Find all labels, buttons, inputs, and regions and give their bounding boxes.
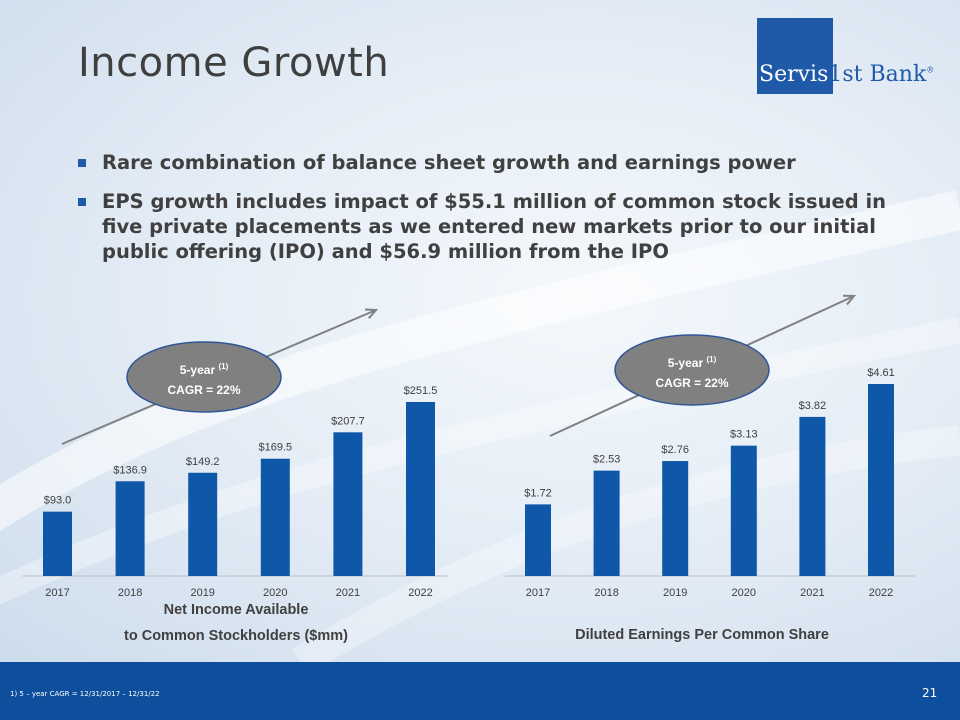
cagr-bubble — [126, 341, 282, 413]
x-tick-label: 2017 — [526, 587, 550, 599]
bar — [115, 481, 145, 576]
bullet-text: EPS growth includes impact of $55.1 mill… — [102, 190, 887, 263]
data-label: $3.13 — [730, 429, 758, 441]
logo-text: Servis1st Bank® — [759, 62, 935, 87]
cagr-label-line2: CAGR = 22% — [167, 383, 240, 397]
x-tick-label: 2019 — [190, 587, 214, 599]
data-label: $2.53 — [593, 454, 621, 466]
bullet-list: Rare combination of balance sheet growth… — [78, 150, 898, 278]
logo-box — [757, 18, 833, 94]
data-label: $169.5 — [258, 442, 292, 454]
bar — [333, 432, 363, 576]
bullet-item: EPS growth includes impact of $55.1 mill… — [78, 189, 898, 264]
bar — [868, 384, 894, 576]
bank-logo: Servis1st Bank® — [757, 18, 947, 94]
trend-arrow-head-icon — [364, 308, 379, 319]
x-tick-label: 2022 — [869, 587, 893, 599]
chart-title: to Common Stockholders ($mm) — [124, 628, 348, 644]
bullet-square-icon — [78, 198, 86, 206]
footer-bar: 1) 5 – year CAGR = 12/31/2017 – 12/31/22… — [0, 662, 960, 720]
bar — [799, 416, 826, 576]
data-label: $4.61 — [867, 367, 895, 379]
cagr-label-line1: 5-year (1) — [668, 355, 717, 370]
cagr-label-line2: CAGR = 22% — [655, 376, 728, 390]
data-label: $207.7 — [331, 415, 365, 427]
trend-arrow-head-icon — [842, 294, 857, 306]
x-tick-label: 2018 — [118, 587, 142, 599]
x-tick-label: 2021 — [336, 587, 360, 599]
footnote: 1) 5 – year CAGR = 12/31/2017 – 12/31/22 — [10, 690, 160, 698]
cagr-bubble — [614, 334, 770, 406]
charts-area: $93.0 2017 $136.9 2018 $149.2 2019 $169.5 2020 $… — [22, 294, 915, 644]
x-tick-label: 2017 — [45, 587, 69, 599]
x-tick-label: 2020 — [263, 587, 287, 599]
cagr-footnote-ref: (1) — [218, 362, 228, 371]
page-title: Income Growth — [78, 40, 390, 86]
bar — [525, 504, 551, 576]
chart-title: Net Income Available — [164, 602, 309, 618]
bar — [43, 511, 72, 576]
cagr-label-line1: 5-year (1) — [180, 362, 229, 377]
bar — [593, 470, 620, 576]
x-tick-label: 2019 — [663, 587, 687, 599]
data-label: $251.5 — [404, 385, 438, 397]
x-tick-label: 2022 — [408, 587, 432, 599]
data-label: $2.76 — [661, 444, 689, 456]
x-tick-label: 2018 — [594, 587, 618, 599]
chart-title: Diluted Earnings Per Common Share — [575, 627, 829, 643]
data-label: $93.0 — [44, 495, 72, 507]
bullet-item: Rare combination of balance sheet growth… — [78, 150, 898, 175]
data-label: $1.72 — [524, 487, 552, 499]
cagr-footnote-ref: (1) — [706, 355, 716, 364]
bar — [260, 458, 290, 576]
x-tick-label: 2020 — [732, 587, 756, 599]
bullet-square-icon — [78, 159, 86, 167]
bar — [662, 461, 689, 576]
data-label: $136.9 — [113, 464, 147, 476]
data-label: $149.2 — [186, 456, 220, 468]
bullet-text: Rare combination of balance sheet growth… — [102, 151, 796, 174]
data-label: $3.82 — [799, 400, 827, 412]
x-tick-label: 2021 — [800, 587, 824, 599]
page-number: 21 — [922, 686, 938, 700]
bar — [406, 402, 435, 576]
bar — [730, 445, 757, 576]
bar — [188, 472, 218, 576]
